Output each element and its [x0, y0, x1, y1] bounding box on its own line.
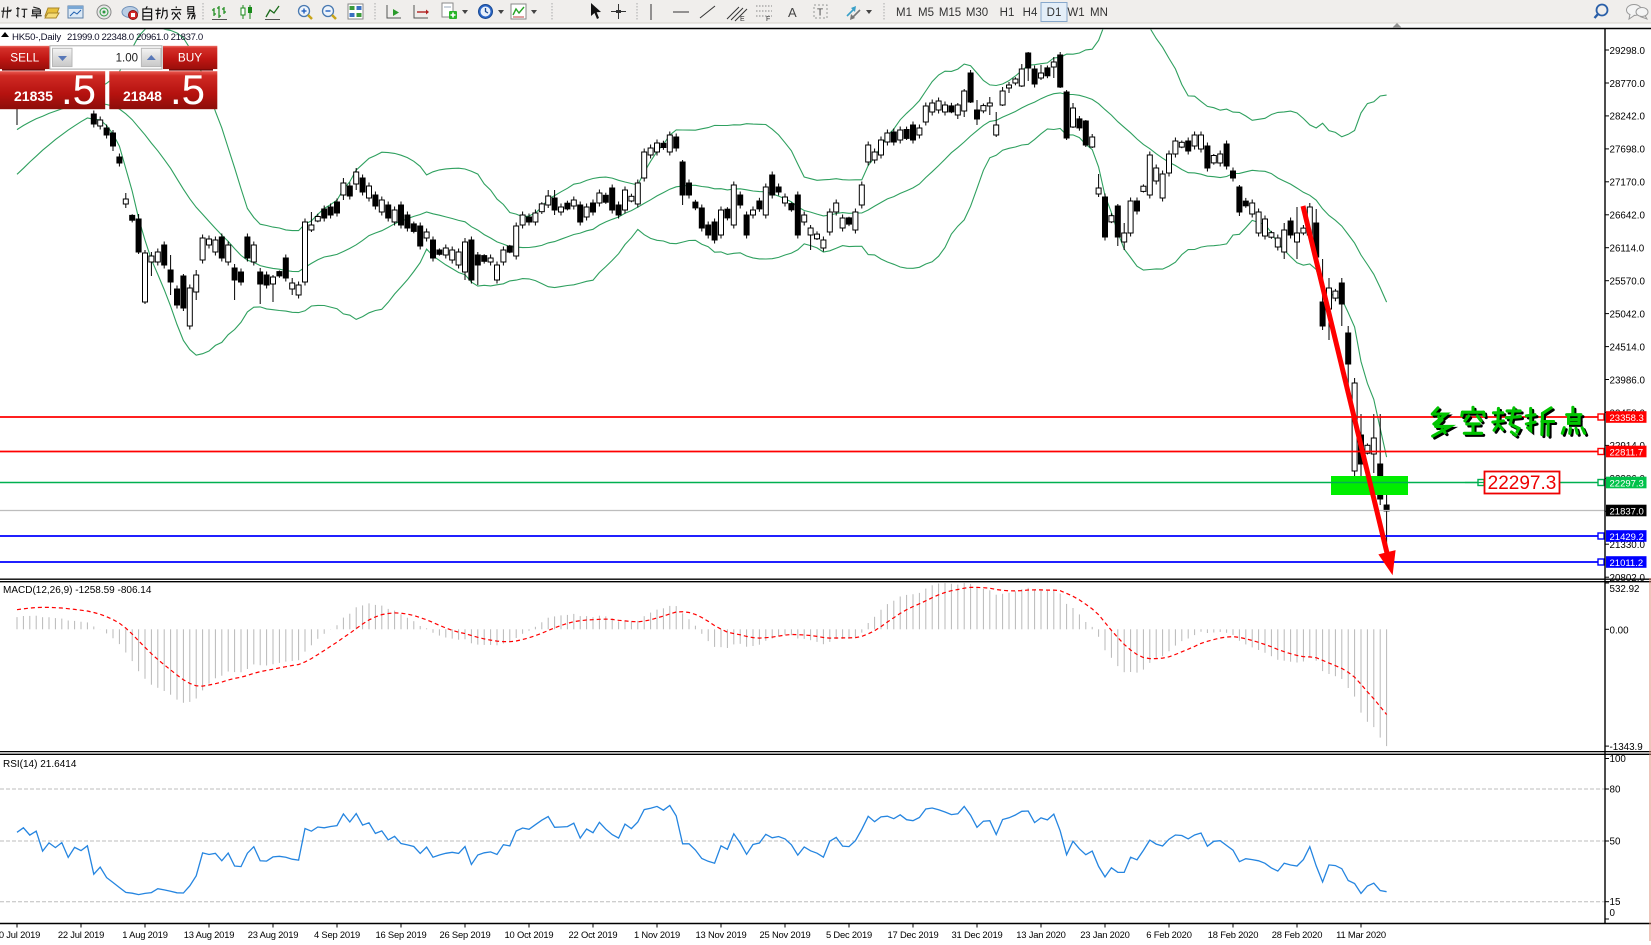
svg-text:.5: .5 [61, 66, 96, 113]
svg-text:W1: W1 [1067, 7, 1084, 19]
svg-text:25042.0: 25042.0 [1610, 309, 1646, 320]
svg-text:21330.0: 21330.0 [1610, 540, 1646, 551]
svg-text:13 Jan 2020: 13 Jan 2020 [1016, 929, 1065, 940]
svg-text:10 Oct 2019: 10 Oct 2019 [505, 929, 554, 940]
svg-text:.5: .5 [170, 66, 205, 113]
svg-text:21848: 21848 [123, 88, 162, 104]
svg-text:0.00: 0.00 [1610, 625, 1630, 636]
svg-text:M15: M15 [939, 7, 961, 19]
svg-text:F: F [766, 16, 770, 23]
svg-text:100: 100 [1610, 754, 1627, 765]
svg-text:23 Jan 2020: 23 Jan 2020 [1080, 929, 1129, 940]
svg-text:D1: D1 [1047, 7, 1062, 19]
svg-text:H1: H1 [1000, 7, 1015, 19]
svg-text:M5: M5 [918, 7, 934, 19]
svg-text:27698.0: 27698.0 [1610, 145, 1646, 156]
svg-text:27170.0: 27170.0 [1610, 178, 1646, 189]
svg-text:80: 80 [1610, 785, 1621, 796]
svg-text:1 Nov 2019: 1 Nov 2019 [634, 929, 680, 940]
svg-text:31 Dec 2019: 31 Dec 2019 [952, 929, 1003, 940]
svg-text:HK50-,Daily: HK50-,Daily [12, 32, 61, 43]
svg-text:-1343.9: -1343.9 [1610, 742, 1643, 753]
svg-text:10 Jul 2019: 10 Jul 2019 [0, 929, 40, 940]
svg-text:1.00: 1.00 [116, 53, 138, 65]
svg-text:21999.0 22348.0 20961.0 21837.: 21999.0 22348.0 20961.0 21837.0 [67, 32, 203, 43]
svg-text:6 Feb 2020: 6 Feb 2020 [1146, 929, 1191, 940]
svg-text:22 Oct 2019: 22 Oct 2019 [569, 929, 618, 940]
svg-text:26 Sep 2019: 26 Sep 2019 [440, 929, 491, 940]
svg-text:M1: M1 [896, 7, 912, 19]
svg-text:T: T [817, 8, 823, 19]
svg-text:A: A [788, 5, 797, 20]
svg-text:50: 50 [1610, 837, 1621, 848]
svg-text:MACD(12,26,9) -1258.59 -806.14: MACD(12,26,9) -1258.59 -806.14 [3, 585, 152, 596]
svg-text:22811.7: 22811.7 [1610, 447, 1644, 458]
svg-text:28770.0: 28770.0 [1610, 79, 1646, 90]
svg-text:15: 15 [1610, 897, 1621, 908]
svg-text:28242.0: 28242.0 [1610, 112, 1646, 123]
svg-text:0: 0 [1610, 908, 1616, 919]
svg-text:21837.0: 21837.0 [1610, 506, 1644, 517]
svg-text:24514.0: 24514.0 [1610, 342, 1646, 353]
svg-text:26642.0: 26642.0 [1610, 211, 1646, 222]
svg-text:20802.0: 20802.0 [1610, 573, 1646, 584]
svg-text:23 Aug 2019: 23 Aug 2019 [248, 929, 298, 940]
svg-text:MN: MN [1090, 7, 1108, 19]
svg-text:18 Feb 2020: 18 Feb 2020 [1208, 929, 1258, 940]
svg-text:11 Mar 2020: 11 Mar 2020 [1336, 929, 1386, 940]
svg-text:1 Aug 2019: 1 Aug 2019 [122, 929, 167, 940]
svg-text:28 Feb 2020: 28 Feb 2020 [1272, 929, 1322, 940]
svg-text:21835: 21835 [14, 88, 53, 104]
svg-text:21011.2: 21011.2 [1610, 558, 1644, 569]
svg-text:13 Aug 2019: 13 Aug 2019 [184, 929, 234, 940]
svg-text:22 Jul 2019: 22 Jul 2019 [58, 929, 104, 940]
svg-text:22297.3: 22297.3 [1610, 478, 1644, 489]
svg-text:23986.0: 23986.0 [1610, 375, 1646, 386]
svg-text:29298.0: 29298.0 [1610, 46, 1646, 57]
svg-text:SELL: SELL [10, 51, 39, 65]
svg-text:E: E [740, 16, 745, 23]
svg-text:4 Sep 2019: 4 Sep 2019 [314, 929, 360, 940]
svg-text:16 Sep 2019: 16 Sep 2019 [376, 929, 427, 940]
svg-text:13 Nov 2019: 13 Nov 2019 [696, 929, 747, 940]
svg-text:5 Dec 2019: 5 Dec 2019 [826, 929, 872, 940]
svg-text:21429.2: 21429.2 [1610, 532, 1644, 543]
svg-text:22297.3: 22297.3 [1488, 473, 1557, 494]
svg-text:25 Nov 2019: 25 Nov 2019 [760, 929, 811, 940]
svg-text:532.92: 532.92 [1610, 584, 1640, 595]
svg-text:BUY: BUY [178, 51, 202, 65]
svg-text:M30: M30 [966, 7, 988, 19]
svg-text:RSI(14) 21.6414: RSI(14) 21.6414 [3, 759, 77, 770]
svg-text:26114.0: 26114.0 [1610, 244, 1645, 255]
svg-text:25570.0: 25570.0 [1610, 277, 1646, 288]
svg-text:H4: H4 [1023, 7, 1038, 19]
svg-text:23358.3: 23358.3 [1610, 413, 1644, 424]
svg-text:17 Dec 2019: 17 Dec 2019 [888, 929, 939, 940]
